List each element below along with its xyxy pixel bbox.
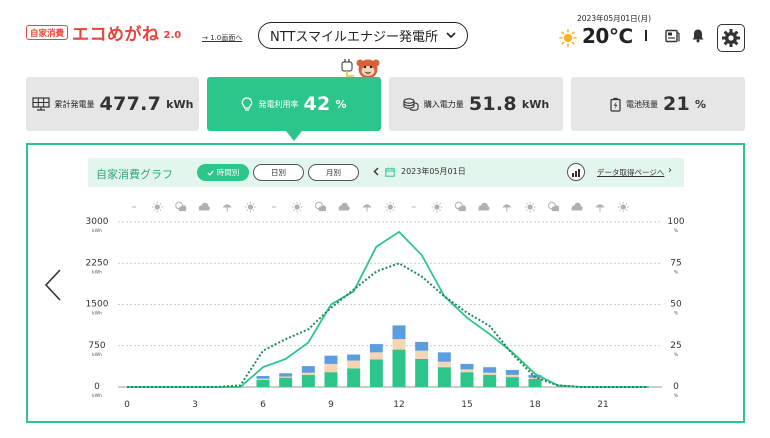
- active-card-pointer: [286, 131, 302, 141]
- card-label: 購入電力量: [423, 99, 464, 109]
- card-unit: %: [695, 97, 707, 111]
- logo-badge: 自家消費: [26, 25, 69, 40]
- card-unit: kWh: [166, 97, 194, 111]
- app-logo[interactable]: 自家消費 エコめがね 2.0: [26, 20, 181, 45]
- gear-icon: [722, 29, 740, 47]
- old-version-link[interactable]: → 1.0画面へ: [202, 34, 243, 42]
- card-unit: kWh: [521, 97, 550, 111]
- graph-title: 自家消費グラフ: [96, 168, 173, 181]
- previous-day-arrow-icon[interactable]: [44, 268, 62, 302]
- plant-name: NTTスマイルエナジー発電所: [270, 30, 438, 45]
- chevron-left-icon[interactable]: [373, 167, 379, 176]
- chart-type-button[interactable]: [567, 163, 585, 181]
- card-label: 発電利用率: [258, 99, 299, 109]
- calendar-icon[interactable]: [385, 167, 395, 177]
- data-download-link[interactable]: データ取得ページへ: [597, 168, 665, 177]
- graph-date[interactable]: 2023年05月01日: [401, 167, 466, 176]
- card-utilization-rate[interactable]: 発電利用率 42 %: [207, 77, 381, 131]
- bar-chart-icon: [572, 168, 580, 177]
- header-divider: [645, 30, 647, 41]
- card-value: 42: [303, 93, 331, 115]
- logo-text: エコめがね: [72, 25, 160, 45]
- coins-icon: [403, 98, 419, 111]
- card-value: 51.8: [468, 93, 517, 115]
- card-total-generation[interactable]: 累計発電量 477.7 kWh: [26, 77, 199, 131]
- card-value: 477.7: [99, 93, 162, 115]
- check-icon: [207, 169, 214, 176]
- card-battery-level[interactable]: 電池残量 21 %: [571, 77, 745, 131]
- card-label: 累計発電量: [54, 99, 95, 109]
- card-purchased-energy[interactable]: 購入電力量 51.8 kWh: [389, 77, 563, 131]
- logo-version: 2.0: [163, 29, 182, 41]
- chevron-right-icon[interactable]: ›: [668, 165, 672, 176]
- card-value: 21: [662, 93, 690, 115]
- bell-icon[interactable]: [691, 28, 705, 43]
- battery-icon: [610, 97, 621, 112]
- bulb-icon: [242, 96, 253, 111]
- tab-daily[interactable]: 日別: [253, 164, 304, 181]
- date-navigator: 2023年05月01日: [373, 166, 466, 177]
- current-date: 2023年05月01日(月): [577, 14, 652, 23]
- plant-select[interactable]: NTTスマイルエナジー発電所: [258, 22, 468, 49]
- settings-button[interactable]: [717, 24, 745, 52]
- tab-monthly[interactable]: 月別: [308, 164, 359, 181]
- card-unit: %: [335, 97, 347, 111]
- tab-hourly[interactable]: 時間別: [197, 164, 249, 181]
- card-label: 電池残量: [625, 99, 658, 109]
- mascot-character-icon: [341, 59, 380, 79]
- news-icon[interactable]: [665, 29, 680, 43]
- temperature: 20℃: [582, 24, 633, 48]
- solar-panel-icon: [31, 97, 50, 111]
- chevron-down-icon: [446, 32, 456, 39]
- sun-icon: [559, 29, 577, 47]
